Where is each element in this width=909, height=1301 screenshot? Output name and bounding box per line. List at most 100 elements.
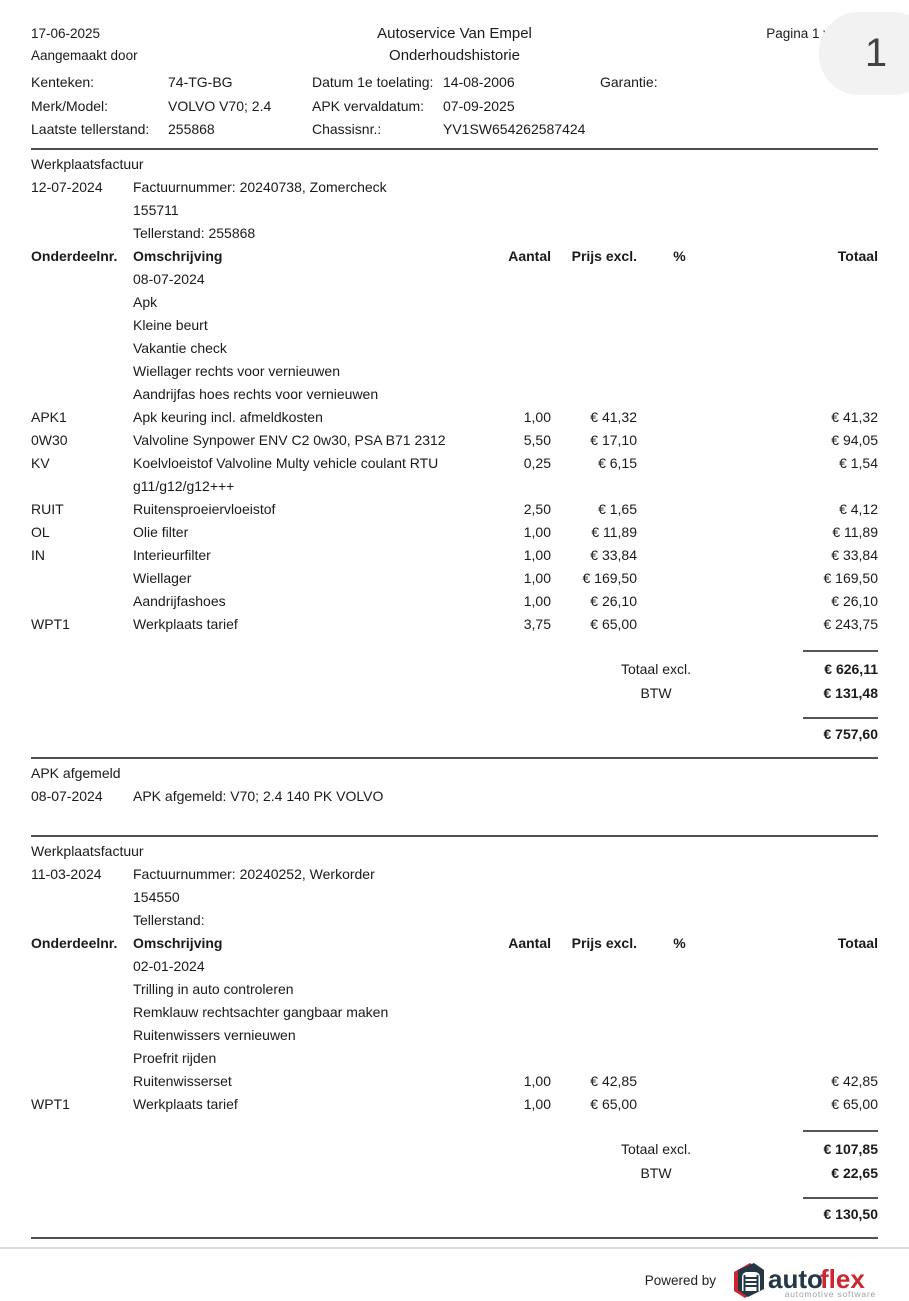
- cell-code: WPT1: [31, 1095, 70, 1112]
- table-row: 02-01-2024: [31, 955, 878, 978]
- cell-code: KV: [31, 454, 50, 471]
- table-row: Kleine beurt: [31, 314, 878, 337]
- header-center: Autoservice Van Empel Onderhoudshistorie: [377, 23, 532, 67]
- grand-total-row: € 130,50: [31, 1203, 879, 1226]
- table-row: Aandrijfas hoes rechts voor vernieuwen: [31, 383, 878, 406]
- cell-price: € 11,89: [591, 523, 637, 540]
- cell-desc: Trilling in auto controleren: [133, 980, 294, 997]
- cell-total: € 169,50: [823, 569, 879, 586]
- cell-price: € 41,32: [590, 408, 637, 425]
- cell-desc: Aandrijfashoes: [133, 592, 226, 609]
- kenteken-label: Kenteken:: [31, 74, 95, 90]
- cell-code: APK1: [31, 408, 67, 425]
- btw-row: BTW € 22,65: [31, 1162, 878, 1185]
- cell-qty: 1,00: [523, 592, 551, 609]
- grand-total-value: € 130,50: [823, 1205, 879, 1222]
- note-row: 08-07-2024 APK afgemeld: V70; 2.4 140 PK …: [31, 785, 878, 808]
- table-row: 0W30 Valvoline Synpower ENV C2 0w30, PSA …: [31, 429, 878, 452]
- table-row: Trilling in auto controleren: [31, 978, 878, 1001]
- sections-container: Werkplaatsfactuur 12-07-2024 Factuurnummer…: [31, 147, 879, 1237]
- invoice-reference: Factuurnummer: 20240738, Zomercheck: [133, 178, 387, 195]
- table-row: IN Interieurfilter 1,00 € 33,84 € 33,84: [31, 544, 878, 567]
- table-row: Ruitenwisserset 1,00 € 42,85 € 42,85: [31, 1070, 878, 1093]
- cell-qty: 1,00: [523, 408, 551, 425]
- grand-total-divider: [803, 1196, 878, 1199]
- cell-qty: 1,00: [523, 1095, 551, 1112]
- totals-divider: [803, 1129, 878, 1132]
- tellerstand-value: 255868: [168, 121, 215, 137]
- table-row: Aandrijfashoes 1,00 € 26,10 € 26,10: [31, 590, 878, 613]
- cell-price: € 26,10: [590, 592, 637, 609]
- apk-vervaldatum-label: APK vervaldatum:: [312, 97, 425, 114]
- cell-total: € 94,05: [831, 431, 878, 448]
- vehicle-info: Kenteken: 74-TG-BG Datum 1e toelating: 1…: [31, 71, 878, 142]
- cell-total: € 42,85: [831, 1072, 878, 1089]
- table-header-row: Onderdeelnr. Omschrijving Aantal Prijs excl…: [31, 245, 878, 268]
- invoice-meta: Tellerstand: 255868: [31, 222, 878, 245]
- btw-row: BTW € 131,48: [31, 682, 878, 705]
- invoice-odometer: Tellerstand:: [133, 911, 205, 928]
- table-row: WPT1 Werkplaats tarief 1,00 € 65,00 € 65,00: [31, 1093, 878, 1116]
- cell-desc: Apk: [133, 293, 158, 310]
- print-date: 17-06-2025: [31, 26, 101, 41]
- tellerstand-label: Laatste tellerstand:: [31, 121, 150, 137]
- cell-desc: Omschrijving: [133, 934, 223, 951]
- invoice-meta: 12-07-2024 Factuurnummer: 20240738, Zomer…: [31, 176, 878, 199]
- total-excl-label: Totaal excl.: [620, 660, 692, 677]
- cell-desc: Ruitensproeiervloeistof: [133, 500, 276, 517]
- invoice-date: 12-07-2024: [31, 178, 103, 195]
- garantie-label: Garantie:: [600, 74, 658, 90]
- cell-desc: Interieurfilter: [133, 546, 211, 563]
- invoice-number: 154550: [133, 888, 180, 905]
- totals-block: Totaal excl. € 107,85 BTW € 22,65 € 130,50: [31, 1129, 879, 1226]
- cell-code: WPT1: [31, 615, 70, 632]
- cell-price: € 33,84: [590, 546, 637, 563]
- table-row: Ruitenwissers vernieuwen: [31, 1024, 878, 1047]
- invoice-section: Werkplaatsfactuur 12-07-2024 Factuurnummer…: [31, 147, 879, 757]
- cell-desc: Wiellager: [133, 569, 192, 586]
- viewer-page-number: 1: [864, 31, 888, 75]
- cell-price: € 6,15: [598, 454, 637, 471]
- cell-desc: Wiellager rechts voor vernieuwen: [133, 362, 340, 379]
- total-excl-row: Totaal excl. € 626,11: [31, 658, 878, 681]
- total-excl-row: Totaal excl. € 107,85: [31, 1138, 878, 1161]
- invoice-reference: Factuurnummer: 20240252, Werkorder: [133, 865, 375, 882]
- powered-by-label: Powered by: [644, 1273, 716, 1288]
- cell-code: 0W30: [31, 431, 68, 448]
- apk-vervaldatum-value: 07-09-2025: [443, 97, 515, 114]
- cell-total: € 33,84: [831, 546, 878, 563]
- cell-desc: Valvoline Synpower ENV C2 0w30, PSA B71 …: [133, 431, 446, 448]
- chassisnr-value: YV1SW654262587424: [443, 121, 586, 137]
- cell-desc: Werkplaats tarief: [133, 615, 238, 632]
- invoice-meta: 11-03-2024 Factuurnummer: 20240252, Werko…: [31, 863, 878, 886]
- cell-qty: Aantal: [508, 247, 551, 264]
- table-row: APK1 Apk keuring incl. afmeldkosten 1,00 € …: [31, 406, 878, 429]
- cell-code: RUIT: [31, 500, 64, 517]
- table-row: WPT1 Werkplaats tarief 3,75 € 65,00 € 243,75: [31, 613, 878, 636]
- table-row: RUIT Ruitensproeiervloeistof 2,50 € 1,65 € 4…: [31, 498, 878, 521]
- grand-total-divider: [803, 716, 878, 719]
- toelating-label: Datum 1e toelating:: [312, 74, 434, 90]
- cell-qty: 5,50: [523, 431, 551, 448]
- cell-qty: 1,00: [523, 569, 551, 586]
- invoice-meta: 155711: [31, 199, 878, 222]
- cell-price: € 169,50: [582, 569, 638, 586]
- apk-note-section: APK afgemeld 08-07-2024 APK afgemeld: V70;…: [31, 756, 878, 835]
- note-date: 08-07-2024: [31, 787, 103, 804]
- document-footer: Powered by auto flex automotive software: [31, 1261, 878, 1301]
- section-title: Werkplaatsfactuur: [31, 842, 144, 859]
- btw-label: BTW: [640, 684, 672, 701]
- total-excl-value: € 626,11: [824, 660, 878, 677]
- cell-pct: %: [673, 247, 686, 264]
- table-header-row: Onderdeelnr. Omschrijving Aantal Prijs excl…: [31, 932, 878, 955]
- cell-desc: Omschrijving: [133, 247, 223, 264]
- cell-desc: 08-07-2024: [133, 270, 205, 287]
- table-row: OL Olie filter 1,00 € 11,89 € 11,89: [31, 521, 878, 544]
- cell-desc: Aandrijfas hoes rechts voor vernieuwen: [133, 385, 379, 402]
- cell-total: € 11,89: [832, 523, 878, 540]
- totals-divider: [803, 649, 878, 652]
- cell-desc: Apk keuring incl. afmeldkosten: [133, 408, 323, 425]
- total-excl-value: € 107,85: [823, 1140, 879, 1157]
- table-row: Vakantie check: [31, 337, 878, 360]
- invoice-date: 11-03-2024: [31, 865, 102, 882]
